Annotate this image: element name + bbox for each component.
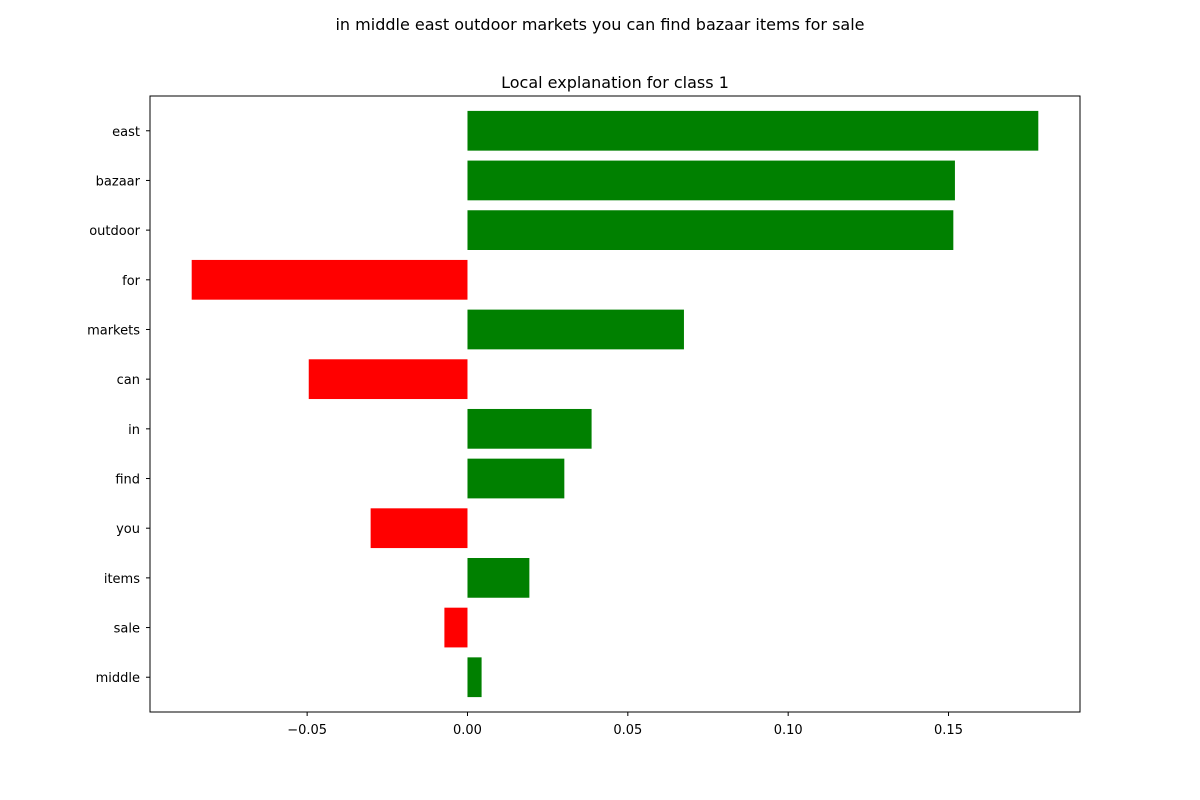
- ytick-label: for: [122, 274, 141, 289]
- xtick-label: 0.10: [774, 723, 803, 738]
- bar-east: [467, 110, 1039, 151]
- bar-middle: [467, 657, 482, 698]
- bar-sale: [444, 607, 468, 648]
- figure-suptitle: in middle east outdoor markets you can f…: [335, 15, 864, 34]
- xtick-label: 0.05: [613, 723, 642, 738]
- ytick-label: find: [115, 473, 140, 488]
- ytick-label: bazaar: [96, 174, 141, 189]
- chart-title: Local explanation for class 1: [501, 73, 729, 92]
- ytick-label: markets: [87, 323, 140, 338]
- bar-find: [467, 458, 565, 499]
- bar-for: [191, 259, 468, 300]
- ytick-label: middle: [96, 671, 140, 686]
- bar-markets: [467, 309, 684, 350]
- ytick-label: sale: [114, 622, 140, 637]
- bar-bazaar: [467, 160, 955, 201]
- bar-can: [308, 359, 468, 400]
- ytick-label: you: [116, 522, 140, 537]
- bar-outdoor: [467, 210, 954, 250]
- ytick-label: can: [117, 373, 140, 388]
- bar-in: [467, 408, 592, 449]
- xtick-label: 0.00: [453, 723, 482, 738]
- ytick-label: outdoor: [89, 224, 140, 239]
- bar-you: [370, 508, 468, 549]
- axes-frame: [149, 95, 1081, 713]
- bar-items: [467, 558, 530, 598]
- ytick-label: east: [112, 125, 140, 140]
- xtick-label: −0.05: [287, 723, 327, 738]
- plot-area: east bazaar outdoor for markets can in find you i…: [87, 110, 1039, 738]
- ytick-label: items: [104, 572, 140, 587]
- ytick-label: in: [128, 423, 140, 438]
- xtick-label: 0.15: [934, 723, 963, 738]
